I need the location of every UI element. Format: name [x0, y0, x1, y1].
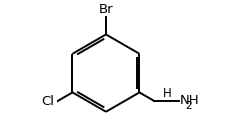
Text: Cl: Cl [42, 95, 55, 108]
Text: NH: NH [180, 94, 199, 107]
Text: Br: Br [99, 3, 113, 16]
Text: 2: 2 [186, 101, 192, 111]
Text: H: H [163, 87, 172, 100]
